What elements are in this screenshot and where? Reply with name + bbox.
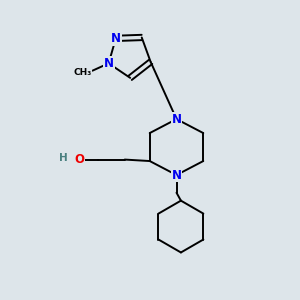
Text: N: N <box>111 32 121 45</box>
Text: H: H <box>59 153 68 164</box>
Text: O: O <box>74 153 84 166</box>
Text: N: N <box>172 112 182 126</box>
Text: N: N <box>103 57 114 70</box>
Text: N: N <box>172 169 182 182</box>
Text: CH₃: CH₃ <box>73 68 91 77</box>
